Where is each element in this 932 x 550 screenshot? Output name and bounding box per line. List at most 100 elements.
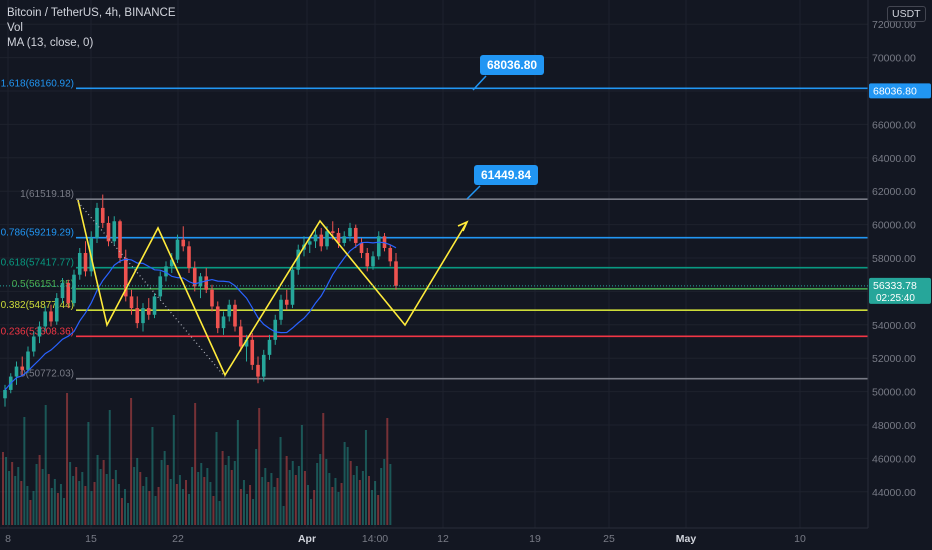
- price-tick-label: 64000.00: [872, 153, 916, 165]
- candle-body: [54, 298, 59, 322]
- candle-body: [192, 268, 197, 287]
- volume-bar: [355, 466, 358, 525]
- candle-body: [14, 366, 19, 377]
- volume-bar: [8, 471, 11, 525]
- candle-body: [279, 299, 283, 320]
- time-tick-label: 14:00: [362, 533, 388, 545]
- volume-bar: [310, 499, 313, 525]
- grid-lines: [0, 0, 868, 528]
- volume-bar: [249, 485, 252, 525]
- volume-bar: [288, 470, 291, 525]
- volume-bar: [117, 484, 120, 525]
- price-callout-lower[interactable]: 61449.84: [474, 165, 539, 185]
- volume-bar: [20, 481, 23, 525]
- symbol-title[interactable]: Bitcoin / TetherUS, 4h, BINANCE: [7, 7, 176, 19]
- volume-bar: [87, 422, 90, 525]
- volume-bar: [358, 480, 361, 525]
- volume-bar: [236, 420, 239, 525]
- currency-unit-button[interactable]: USDT: [887, 6, 926, 22]
- ma-line: [4, 241, 397, 391]
- candle-body: [31, 336, 36, 352]
- volume-bar: [127, 503, 130, 525]
- price-axis-bg: [868, 0, 932, 550]
- volume-bar: [325, 459, 328, 525]
- callout-pointer-lower: [466, 185, 481, 200]
- volume-bar: [175, 484, 178, 525]
- time-tick-label: 15: [85, 533, 97, 545]
- volume-bar: [371, 490, 374, 525]
- fib-retracement: 1.618(68160.92) 1(61519.18) 0.786(59219.29…: [1, 78, 868, 380]
- candle-body: [227, 304, 232, 317]
- candle-body: [325, 231, 329, 247]
- volume-bar: [361, 471, 364, 525]
- candle-body: [238, 326, 243, 347]
- price-tick-label: 62000.00: [872, 186, 916, 198]
- candle-body: [371, 256, 375, 267]
- volume-bar: [328, 473, 331, 525]
- volume-bar: [59, 484, 62, 525]
- price-tick-label: 54000.00: [872, 320, 916, 332]
- volume-bar: [386, 418, 389, 525]
- volume-bar: [285, 456, 288, 525]
- candle-body: [129, 296, 134, 309]
- volume-bar: [261, 477, 264, 525]
- volume-bar: [383, 459, 386, 525]
- volume-bar: [334, 478, 337, 525]
- volume-bar: [224, 465, 227, 525]
- candle-body: [244, 339, 249, 347]
- volume-bar: [154, 496, 157, 525]
- candle-body: [233, 304, 237, 327]
- volume-bar: [316, 463, 319, 525]
- volume-bar: [215, 432, 218, 525]
- volume-bar: [227, 456, 230, 525]
- candle-body: [146, 308, 151, 315]
- candle-body: [348, 227, 352, 237]
- candle-body: [37, 326, 42, 337]
- volume-bar: [56, 493, 59, 525]
- candle-body: [112, 221, 117, 242]
- volume-bar: [300, 425, 303, 525]
- volume-bar: [239, 489, 242, 525]
- volume-indicator-label[interactable]: Vol: [7, 22, 23, 34]
- volume-bar: [303, 471, 306, 525]
- volume-bar: [352, 475, 355, 525]
- volume-bar: [212, 496, 215, 525]
- fib-level-label: 1.618(68160.92): [1, 78, 74, 89]
- candle-body: [273, 319, 278, 340]
- candle-body: [365, 252, 370, 267]
- candle-body: [256, 364, 260, 377]
- volume-bar: [349, 461, 352, 525]
- volume-bar: [313, 490, 316, 525]
- ma-indicator-label[interactable]: MA (13, close, 0): [7, 37, 94, 49]
- price-tick-label: 44000.00: [872, 487, 916, 499]
- volume-bar: [163, 451, 166, 525]
- candle-body: [342, 236, 347, 243]
- price-tick-label: 50000.00: [872, 387, 916, 399]
- candle-body: [204, 276, 209, 290]
- candle-body: [313, 234, 318, 242]
- volume-bar: [343, 442, 346, 525]
- candle-body: [43, 311, 48, 327]
- candle-body: [123, 258, 128, 297]
- volume-bar: [84, 486, 87, 525]
- fib-level-label: 0.236(53308.36): [1, 326, 74, 337]
- volume-bar: [178, 475, 181, 525]
- volume-bar: [99, 469, 102, 525]
- candle-body: [152, 296, 157, 315]
- volume-bar: [2, 452, 4, 525]
- time-axis-bg: [0, 528, 932, 550]
- volume-bar: [267, 482, 270, 525]
- volume-bar: [26, 486, 29, 525]
- price-tick-label: 66000.00: [872, 119, 916, 131]
- candle-body: [95, 207, 99, 238]
- time-tick-label: 10: [794, 533, 806, 545]
- volume-bar: [206, 468, 209, 525]
- candle-body: [66, 283, 71, 304]
- volume-bar: [90, 491, 93, 525]
- volume-bar: [72, 476, 75, 525]
- time-tick-label: May: [676, 533, 697, 545]
- price-callout-upper[interactable]: 68036.80: [480, 55, 545, 75]
- time-tick-label: 25: [603, 533, 615, 545]
- candle-body: [169, 259, 174, 267]
